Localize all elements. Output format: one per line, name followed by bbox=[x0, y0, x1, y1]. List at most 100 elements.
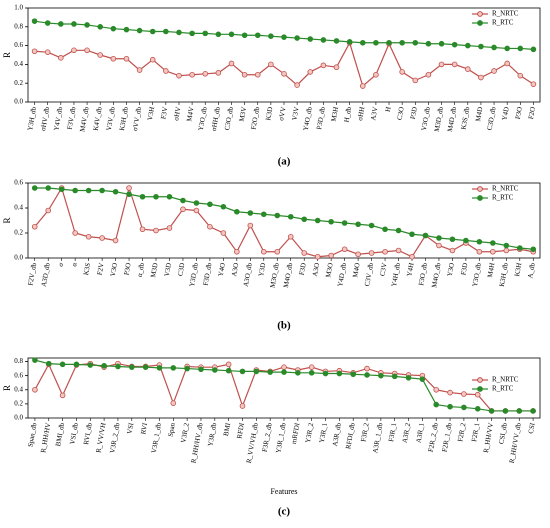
point bbox=[239, 368, 246, 375]
panel-caption: (a) bbox=[278, 156, 291, 168]
point bbox=[530, 246, 537, 253]
point bbox=[530, 81, 537, 87]
x-tick-label: Y3R_1_db bbox=[274, 422, 287, 454]
y-tick-label: 0.2 bbox=[14, 229, 23, 237]
point bbox=[409, 253, 415, 260]
y-tick-label: 0.0 bbox=[14, 98, 23, 106]
x-tick-label: C3V_db bbox=[363, 262, 375, 287]
y-tick-label: 0.8 bbox=[14, 22, 23, 30]
x-tick-label: V3R_2 bbox=[179, 422, 190, 444]
point bbox=[320, 37, 327, 43]
x-tick-label: σVV_db bbox=[131, 106, 143, 132]
plot-frame bbox=[27, 7, 541, 103]
point bbox=[234, 208, 240, 215]
x-tick-label: M4V_db bbox=[78, 106, 90, 133]
x-tick-label: A3O_db bbox=[242, 262, 254, 288]
legend-label: R_RTC bbox=[492, 385, 514, 393]
x-tick-label: F3O_db bbox=[417, 262, 429, 286]
point bbox=[72, 230, 78, 236]
point bbox=[99, 235, 105, 241]
x-tick-label: R_VV/VH bbox=[95, 422, 108, 453]
point bbox=[409, 231, 415, 238]
point bbox=[31, 185, 38, 191]
x-tick-label: σ bbox=[57, 262, 66, 267]
x-tick-label: M3O_db bbox=[269, 262, 281, 289]
x-tick-label: Y3H_db bbox=[26, 106, 38, 132]
point bbox=[87, 362, 94, 368]
point bbox=[341, 220, 348, 226]
point bbox=[139, 193, 146, 200]
x-tick-label: Y3R_1 bbox=[318, 422, 329, 444]
point bbox=[85, 187, 92, 194]
x-tick-label: A3O bbox=[230, 262, 240, 277]
x-tick-label: K3S bbox=[82, 262, 92, 276]
legend-label: R_RTC bbox=[492, 19, 514, 27]
point bbox=[516, 245, 523, 251]
x-tick-label: A3V bbox=[369, 106, 379, 121]
x-tick-label: V3O bbox=[109, 262, 119, 277]
x-tick-label: A3R_db bbox=[331, 422, 343, 447]
x-tick-label: C3V bbox=[378, 262, 388, 276]
point bbox=[207, 223, 213, 230]
point bbox=[436, 242, 442, 249]
x-tick-label: α_db bbox=[136, 262, 146, 278]
x-tick-label: CSI bbox=[527, 422, 537, 435]
point bbox=[84, 47, 90, 54]
x-tick-label: Y4O bbox=[217, 262, 227, 277]
x-tick-label: V3D bbox=[163, 262, 173, 277]
point bbox=[59, 392, 66, 399]
point bbox=[490, 240, 496, 246]
point bbox=[328, 252, 334, 259]
point bbox=[228, 31, 235, 38]
point bbox=[502, 408, 509, 414]
point bbox=[328, 218, 334, 225]
point bbox=[449, 236, 456, 243]
point bbox=[478, 43, 484, 50]
point bbox=[490, 248, 496, 255]
point bbox=[378, 372, 384, 379]
point bbox=[301, 250, 308, 256]
point bbox=[193, 207, 200, 214]
point bbox=[180, 206, 186, 213]
x-tick-label: M4V bbox=[185, 106, 195, 122]
x-tick-label: K3H bbox=[513, 262, 523, 277]
x-tick-label: BMI bbox=[222, 422, 232, 437]
point bbox=[32, 386, 38, 393]
point bbox=[268, 61, 274, 68]
point bbox=[45, 207, 52, 214]
point bbox=[382, 226, 388, 233]
x-tick-label: RVI bbox=[139, 422, 149, 435]
x-tick-label: P3D bbox=[409, 106, 419, 120]
x-tick-label: Y3O_db bbox=[197, 106, 209, 132]
x-tick-label: P3O bbox=[514, 106, 524, 120]
x-tick-label: M3V bbox=[238, 106, 248, 122]
x-tick-label: Y4D_db bbox=[336, 262, 348, 288]
point bbox=[478, 74, 484, 81]
point bbox=[341, 246, 348, 253]
point bbox=[530, 408, 536, 414]
point bbox=[425, 40, 432, 47]
point bbox=[44, 49, 51, 55]
x-tick-label: A3R_1_db bbox=[371, 422, 384, 454]
point bbox=[364, 372, 370, 378]
y-axis-label: R bbox=[2, 385, 12, 391]
x-tick-label: A3R_1 bbox=[415, 422, 426, 444]
point bbox=[355, 251, 361, 258]
point bbox=[202, 30, 209, 37]
x-tick-label: K4V_db bbox=[92, 106, 104, 132]
x-tick-label: σHH bbox=[356, 106, 366, 121]
point bbox=[247, 210, 254, 216]
point bbox=[350, 371, 356, 378]
x-tick-label: A3D_db bbox=[40, 262, 52, 288]
x-tick-label: M3D bbox=[149, 262, 159, 278]
point bbox=[346, 39, 353, 45]
point bbox=[320, 62, 327, 69]
point bbox=[295, 370, 301, 376]
x-tick-label: R_VV/VH_db bbox=[245, 422, 260, 464]
point bbox=[308, 364, 315, 370]
point bbox=[97, 52, 104, 58]
point bbox=[126, 185, 132, 191]
x-tick-label: σVV bbox=[277, 106, 287, 121]
point bbox=[491, 68, 497, 74]
y-tick-label: 0.6 bbox=[14, 179, 23, 187]
